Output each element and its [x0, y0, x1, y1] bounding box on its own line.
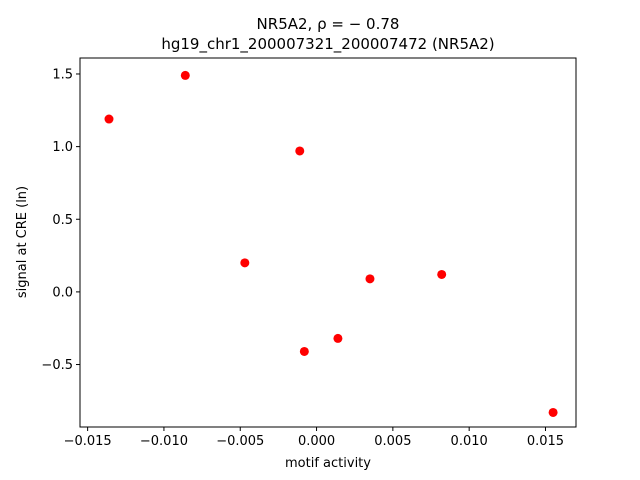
x-tick-label: 0.005: [374, 434, 411, 449]
y-tick-label: 1.0: [52, 140, 73, 155]
plot-frame: [79, 57, 577, 428]
data-point: [295, 146, 305, 156]
x-tick-label: 0.015: [527, 434, 564, 449]
data-point: [180, 70, 190, 80]
y-tick-label: 1.5: [52, 67, 73, 82]
chart-title-line1: NR5A2, ρ = − 0.78: [257, 15, 400, 33]
y-tick-label: 0.0: [52, 285, 73, 300]
x-tick-label: −0.010: [140, 434, 188, 449]
chart-title-line2: hg19_chr1_200007321_200007472 (NR5A2): [161, 35, 494, 54]
x-tick-label: −0.015: [64, 434, 112, 449]
y-tick-label: 0.5: [52, 213, 73, 228]
x-tick-label: 0.000: [298, 434, 335, 449]
x-axis-title: motif activity: [285, 456, 371, 471]
data-point: [104, 114, 114, 124]
y-axis-title: signal at CRE (ln): [15, 186, 30, 298]
data-point: [299, 346, 309, 356]
x-tick-label: 0.010: [451, 434, 488, 449]
data-point: [437, 269, 447, 279]
y-tick-label: −0.5: [41, 358, 73, 373]
data-point: [333, 333, 343, 343]
x-tick-label: −0.005: [216, 434, 264, 449]
data-point: [365, 274, 375, 284]
data-point: [548, 407, 558, 417]
data-point: [240, 258, 250, 268]
